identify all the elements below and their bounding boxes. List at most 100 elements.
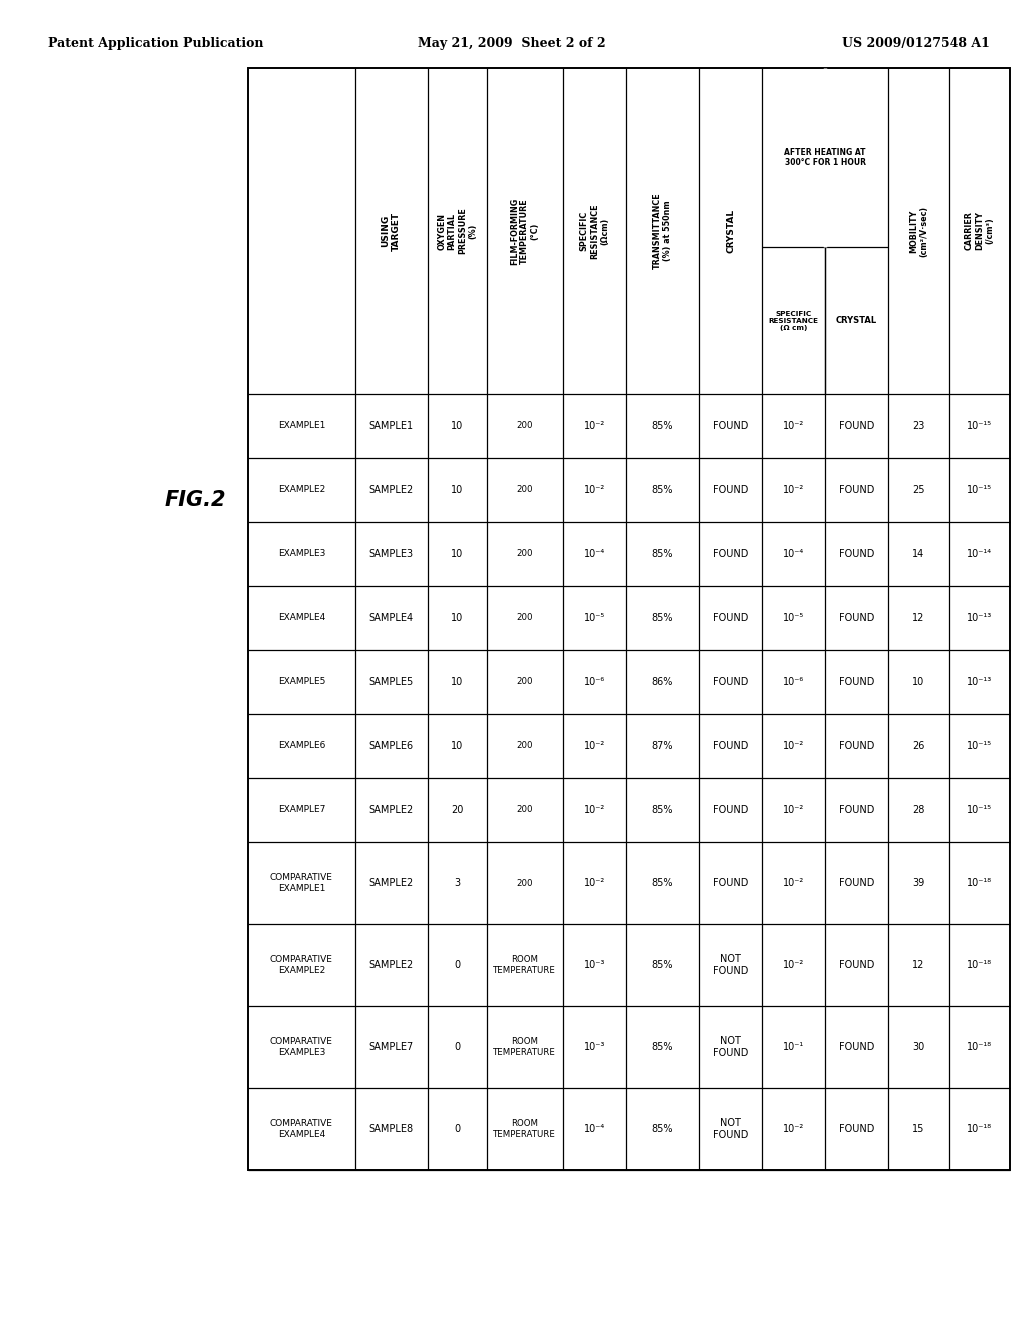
Text: 10⁻²: 10⁻² bbox=[783, 421, 804, 432]
Text: SAMPLE2: SAMPLE2 bbox=[369, 878, 414, 888]
Text: 10⁻²: 10⁻² bbox=[783, 960, 804, 970]
Text: ROOM
TEMPERATURE: ROOM TEMPERATURE bbox=[494, 1038, 556, 1057]
Text: FOUND: FOUND bbox=[839, 1041, 874, 1052]
Text: 10⁻²: 10⁻² bbox=[783, 741, 804, 751]
Text: 10⁻⁶: 10⁻⁶ bbox=[584, 677, 605, 686]
Text: 10⁻⁴: 10⁻⁴ bbox=[783, 549, 804, 558]
Text: FOUND: FOUND bbox=[839, 677, 874, 686]
Text: 10⁻²: 10⁻² bbox=[584, 741, 605, 751]
Text: FOUND: FOUND bbox=[839, 1125, 874, 1134]
Text: 10⁻⁶: 10⁻⁶ bbox=[783, 677, 804, 686]
Text: SAMPLE6: SAMPLE6 bbox=[369, 741, 414, 751]
Text: 12: 12 bbox=[912, 612, 925, 623]
Text: 85%: 85% bbox=[652, 960, 673, 970]
Text: AFTER HEATING AT
300°C FOR 1 HOUR: AFTER HEATING AT 300°C FOR 1 HOUR bbox=[784, 148, 866, 168]
Text: 10⁻¹⁸: 10⁻¹⁸ bbox=[967, 1041, 992, 1052]
Text: 10⁻¹⁵: 10⁻¹⁵ bbox=[967, 421, 992, 432]
Text: 10⁻²: 10⁻² bbox=[584, 878, 605, 888]
Text: FOUND: FOUND bbox=[839, 741, 874, 751]
Text: SAMPLE8: SAMPLE8 bbox=[369, 1125, 414, 1134]
Text: SAMPLE4: SAMPLE4 bbox=[369, 612, 414, 623]
Text: 10⁻¹⁸: 10⁻¹⁸ bbox=[967, 960, 992, 970]
Text: MOBILITY
(cm²/V·sec): MOBILITY (cm²/V·sec) bbox=[909, 206, 929, 256]
Text: FOUND: FOUND bbox=[713, 484, 749, 495]
Text: 10⁻⁴: 10⁻⁴ bbox=[584, 549, 605, 558]
Text: 10⁻¹³: 10⁻¹³ bbox=[967, 677, 992, 686]
Text: SAMPLE2: SAMPLE2 bbox=[369, 805, 414, 814]
Text: SAMPLE5: SAMPLE5 bbox=[369, 677, 414, 686]
Text: 87%: 87% bbox=[652, 741, 673, 751]
Text: 10⁻²: 10⁻² bbox=[584, 421, 605, 432]
Text: 10: 10 bbox=[452, 549, 464, 558]
Text: 200: 200 bbox=[517, 549, 534, 558]
Text: NOT
FOUND: NOT FOUND bbox=[713, 954, 749, 975]
Text: ROOM
TEMPERATURE: ROOM TEMPERATURE bbox=[494, 956, 556, 974]
Text: 15: 15 bbox=[912, 1125, 925, 1134]
Text: EXAMPLE1: EXAMPLE1 bbox=[278, 421, 325, 430]
Text: EXAMPLE2: EXAMPLE2 bbox=[278, 486, 325, 495]
Text: 0: 0 bbox=[455, 1125, 461, 1134]
Text: FOUND: FOUND bbox=[713, 741, 749, 751]
Text: 10: 10 bbox=[452, 677, 464, 686]
Text: FOUND: FOUND bbox=[839, 549, 874, 558]
Text: 10⁻¹: 10⁻¹ bbox=[783, 1041, 804, 1052]
Text: FOUND: FOUND bbox=[839, 612, 874, 623]
Text: SPECIFIC
RESISTANCE
(Ω cm): SPECIFIC RESISTANCE (Ω cm) bbox=[769, 310, 818, 330]
Text: 10⁻¹⁵: 10⁻¹⁵ bbox=[967, 741, 992, 751]
Text: FOUND: FOUND bbox=[839, 421, 874, 432]
Text: 10⁻²: 10⁻² bbox=[584, 484, 605, 495]
Text: 10⁻¹⁵: 10⁻¹⁵ bbox=[967, 484, 992, 495]
Text: 85%: 85% bbox=[652, 805, 673, 814]
Text: US 2009/0127548 A1: US 2009/0127548 A1 bbox=[842, 37, 990, 50]
Text: FILM-FORMING
TEMPERATURE
(°C): FILM-FORMING TEMPERATURE (°C) bbox=[510, 198, 540, 264]
Text: 10⁻²: 10⁻² bbox=[584, 805, 605, 814]
Text: EXAMPLE7: EXAMPLE7 bbox=[278, 805, 325, 814]
Text: SPECIFIC
RESISTANCE
(Ωcm): SPECIFIC RESISTANCE (Ωcm) bbox=[580, 203, 609, 259]
Text: USING
TARGET: USING TARGET bbox=[382, 211, 401, 251]
Text: 85%: 85% bbox=[652, 421, 673, 432]
Text: 28: 28 bbox=[912, 805, 925, 814]
Text: 85%: 85% bbox=[652, 1125, 673, 1134]
Text: FOUND: FOUND bbox=[713, 878, 749, 888]
Bar bbox=[248, 69, 1010, 1170]
Text: OXYGEN
PARTIAL
PRESSURE
(%): OXYGEN PARTIAL PRESSURE (%) bbox=[437, 207, 477, 255]
Text: 85%: 85% bbox=[652, 1041, 673, 1052]
Text: 10⁻¹³: 10⁻¹³ bbox=[967, 612, 992, 623]
Text: 0: 0 bbox=[455, 1041, 461, 1052]
Text: 20: 20 bbox=[452, 805, 464, 814]
Text: 30: 30 bbox=[912, 1041, 925, 1052]
Text: FOUND: FOUND bbox=[713, 612, 749, 623]
Text: 200: 200 bbox=[517, 486, 534, 495]
Text: 10⁻³: 10⁻³ bbox=[584, 960, 605, 970]
Text: 85%: 85% bbox=[652, 484, 673, 495]
Text: 200: 200 bbox=[517, 614, 534, 623]
Text: 85%: 85% bbox=[652, 878, 673, 888]
Text: 10⁻⁴: 10⁻⁴ bbox=[584, 1125, 605, 1134]
Text: EXAMPLE4: EXAMPLE4 bbox=[278, 614, 325, 623]
Text: 3: 3 bbox=[455, 878, 461, 888]
Text: FOUND: FOUND bbox=[839, 484, 874, 495]
Text: 10⁻³: 10⁻³ bbox=[584, 1041, 605, 1052]
Text: 85%: 85% bbox=[652, 549, 673, 558]
Text: SAMPLE2: SAMPLE2 bbox=[369, 484, 414, 495]
Text: 200: 200 bbox=[517, 421, 534, 430]
Text: EXAMPLE5: EXAMPLE5 bbox=[278, 677, 325, 686]
Text: FOUND: FOUND bbox=[713, 549, 749, 558]
Text: 200: 200 bbox=[517, 879, 534, 887]
Text: CARRIER
DENSITY
(/cm³): CARRIER DENSITY (/cm³) bbox=[965, 211, 994, 251]
Text: 39: 39 bbox=[912, 878, 925, 888]
Text: 10⁻¹⁸: 10⁻¹⁸ bbox=[967, 878, 992, 888]
Text: SAMPLE7: SAMPLE7 bbox=[369, 1041, 414, 1052]
Text: 200: 200 bbox=[517, 677, 534, 686]
Text: COMPARATIVE
EXAMPLE1: COMPARATIVE EXAMPLE1 bbox=[270, 874, 333, 892]
Text: SAMPLE1: SAMPLE1 bbox=[369, 421, 414, 432]
Text: TRANSMITTANCE
(%) at 550nm: TRANSMITTANCE (%) at 550nm bbox=[653, 193, 672, 269]
Text: 10: 10 bbox=[452, 612, 464, 623]
Text: 10⁻⁵: 10⁻⁵ bbox=[783, 612, 804, 623]
Text: 10: 10 bbox=[452, 484, 464, 495]
Text: CRYSTAL: CRYSTAL bbox=[836, 317, 878, 325]
Text: FOUND: FOUND bbox=[713, 421, 749, 432]
Text: 10: 10 bbox=[452, 741, 464, 751]
Text: Patent Application Publication: Patent Application Publication bbox=[48, 37, 263, 50]
Text: 10: 10 bbox=[452, 421, 464, 432]
